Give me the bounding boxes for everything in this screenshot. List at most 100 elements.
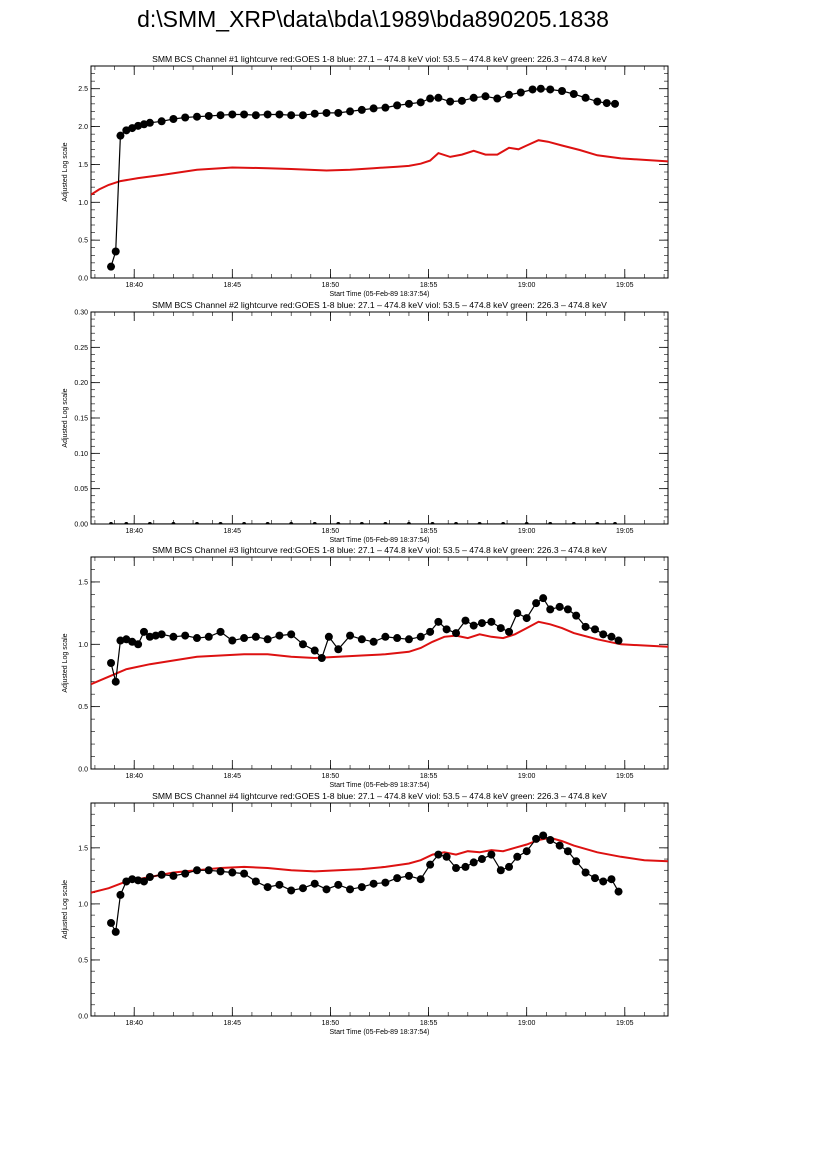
bcs-data-point — [263, 110, 272, 119]
bcs-data-point — [522, 847, 531, 856]
bcs-data-point — [477, 522, 482, 524]
bcs-data-point — [145, 118, 154, 127]
bcs-data-point — [204, 111, 213, 120]
bcs-data-point — [581, 93, 590, 102]
bcs-data-point — [381, 103, 390, 112]
y-tick-label: 0.0 — [78, 276, 88, 283]
bcs-data-point — [442, 625, 451, 634]
bcs-data-point — [539, 594, 548, 603]
chart-title: SMM BCS Channel #2 lightcurve red:GOES 1… — [152, 300, 607, 310]
bcs-data-point — [581, 622, 590, 631]
bcs-data-point — [406, 522, 411, 524]
x-tick-label: 18:50 — [322, 528, 340, 535]
bcs-data-point — [312, 522, 317, 524]
y-axis-label: Adjusted Log scale — [62, 142, 69, 201]
x-tick-label: 18:50 — [322, 1020, 340, 1027]
bcs-data-point — [107, 659, 116, 667]
bcs-data-point — [477, 619, 486, 628]
bcs-data-point — [613, 522, 618, 524]
bcs-data-point — [169, 632, 178, 641]
bcs-data-point — [602, 99, 611, 108]
x-tick-label: 18:50 — [322, 282, 340, 289]
bcs-data-point — [275, 880, 284, 889]
y-axis-label: Adjusted Log scale — [62, 880, 69, 939]
bcs-data-point — [469, 93, 478, 102]
plot-frame — [90, 311, 669, 525]
bcs-data-point — [513, 852, 522, 861]
bcs-data-point — [454, 522, 459, 524]
y-tick-label: 2.0 — [78, 124, 88, 131]
x-tick-label: 19:05 — [616, 773, 634, 780]
bcs-data-point — [426, 94, 435, 103]
x-tick-label: 19:05 — [616, 282, 634, 289]
bcs-data-point — [334, 880, 343, 889]
bcs-data-point — [124, 522, 129, 524]
bcs-data-point — [111, 927, 120, 936]
y-tick-label: 0.25 — [74, 345, 88, 352]
bcs-data-point — [416, 98, 425, 107]
bcs-data-point — [116, 131, 125, 140]
bcs-data-point — [404, 635, 413, 644]
y-tick-label: 0.15 — [74, 416, 88, 423]
bcs-data-point — [369, 637, 378, 646]
bcs-data-point — [204, 866, 213, 875]
bcs-data-point — [263, 635, 272, 644]
bcs-data-point — [194, 522, 199, 524]
bcs-data-point — [324, 632, 333, 641]
bcs-data-point — [251, 877, 260, 886]
x-tick-label: 19:00 — [518, 282, 536, 289]
bcs-data-point — [532, 834, 541, 843]
bcs-data-point — [452, 629, 461, 638]
bcs-data-point — [310, 646, 319, 655]
bcs-data-point — [404, 99, 413, 108]
bcs-data-point — [275, 631, 284, 640]
chart-panel-3: SMM BCS Channel #3 lightcurve red:GOES 1… — [62, 545, 669, 789]
bcs-data-point — [539, 831, 548, 840]
bcs-data-point — [581, 868, 590, 877]
bcs-data-point — [558, 86, 567, 95]
bcs-data-point — [461, 616, 470, 625]
bcs-data-point — [242, 522, 247, 524]
bcs-data-point — [346, 631, 355, 640]
bcs-data-point — [192, 866, 201, 875]
bcs-data-point — [310, 879, 319, 888]
bcs-data-point — [109, 522, 114, 524]
y-tick-label: 0.5 — [78, 704, 88, 711]
y-tick-label: 1.0 — [78, 901, 88, 908]
y-tick-label: 0.5 — [78, 238, 88, 245]
y-tick-label: 1.0 — [78, 200, 88, 207]
bcs-data-point — [528, 85, 537, 94]
x-tick-label: 18:40 — [125, 1020, 143, 1027]
bcs-data-point — [599, 877, 608, 886]
x-axis-label: Start Time (05-Feb-89 18:37:54) — [330, 291, 430, 298]
x-tick-label: 18:45 — [224, 1020, 242, 1027]
bcs-data-point — [147, 522, 152, 524]
bcs-data-point — [501, 522, 506, 524]
bcs-data-point — [310, 109, 319, 118]
bcs-data-point — [434, 617, 443, 626]
bcs-data-point — [481, 92, 490, 101]
bcs-data-point — [469, 621, 478, 630]
y-tick-label: 0.0 — [78, 767, 88, 774]
bcs-data-point — [383, 522, 388, 524]
bcs-data-point — [496, 866, 505, 875]
bcs-data-point — [171, 522, 176, 524]
chart-panel-1: SMM BCS Channel #1 lightcurve red:GOES 1… — [62, 54, 669, 298]
bcs-data-point — [298, 884, 307, 893]
bcs-data-point — [157, 117, 166, 126]
bcs-data-point — [111, 677, 120, 686]
bcs-data-point — [536, 84, 545, 93]
x-tick-label: 18:45 — [224, 528, 242, 535]
bcs-data-point — [134, 640, 143, 649]
bcs-data-point — [461, 862, 470, 871]
x-tick-label: 18:40 — [125, 773, 143, 780]
x-tick-label: 18:40 — [125, 528, 143, 535]
bcs-series-line — [110, 834, 620, 934]
chart-title: SMM BCS Channel #4 lightcurve red:GOES 1… — [152, 791, 607, 801]
bcs-data-point — [469, 858, 478, 867]
bcs-data-point — [569, 90, 578, 99]
bcs-data-point — [446, 97, 455, 106]
y-tick-label: 0.05 — [74, 486, 88, 493]
bcs-data-point — [496, 624, 505, 633]
bcs-data-point — [298, 640, 307, 649]
